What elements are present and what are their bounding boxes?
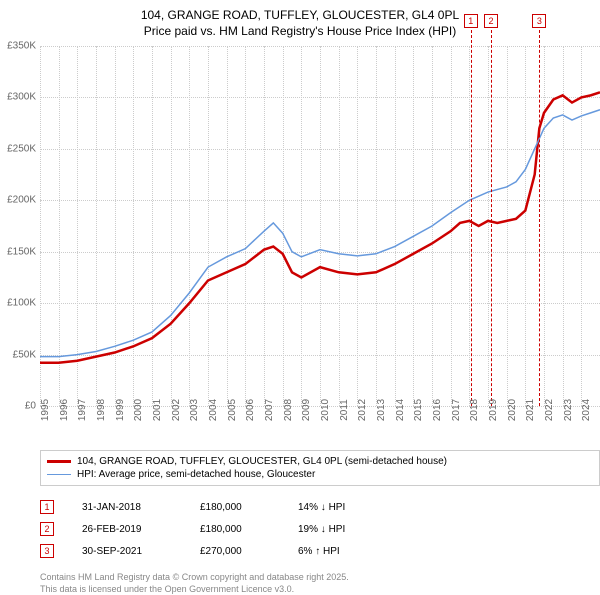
x-axis-label: 2017 bbox=[451, 399, 462, 421]
x-axis-label: 2024 bbox=[581, 399, 592, 421]
x-axis-label: 2016 bbox=[432, 399, 443, 421]
sale-marker: 2 bbox=[40, 522, 54, 536]
y-axis-label: £250K bbox=[7, 143, 36, 154]
x-axis-label: 2011 bbox=[339, 399, 350, 421]
sale-price: £270,000 bbox=[200, 546, 270, 557]
sale-price: £180,000 bbox=[200, 502, 270, 513]
sale-marker: 1 bbox=[40, 500, 54, 514]
sale-date: 26-FEB-2019 bbox=[82, 524, 172, 535]
legend-swatch bbox=[47, 474, 71, 476]
chart-subtitle: Price paid vs. HM Land Registry's House … bbox=[8, 24, 592, 38]
sale-row: 1 31-JAN-2018 £180,000 14% ↓ HPI bbox=[40, 496, 592, 518]
legend-swatch bbox=[47, 460, 71, 463]
x-axis-label: 2005 bbox=[227, 399, 238, 421]
marker-1: 1 bbox=[464, 14, 478, 28]
legend-row: HPI: Average price, semi-detached house,… bbox=[47, 468, 593, 481]
x-axis-label: 2009 bbox=[301, 399, 312, 421]
y-axis-label: £200K bbox=[7, 195, 36, 206]
y-axis-label: £150K bbox=[7, 246, 36, 257]
x-axis-label: 1997 bbox=[77, 399, 88, 421]
sale-price: £180,000 bbox=[200, 524, 270, 535]
x-axis-label: 2022 bbox=[544, 399, 555, 421]
x-axis-label: 2012 bbox=[357, 399, 368, 421]
x-axis-label: 2008 bbox=[283, 399, 294, 421]
x-axis-label: 2014 bbox=[395, 399, 406, 421]
sale-hpi: 19% ↓ HPI bbox=[298, 524, 388, 535]
x-axis-label: 2006 bbox=[245, 399, 256, 421]
marker-2: 2 bbox=[484, 14, 498, 28]
legend-label: HPI: Average price, semi-detached house,… bbox=[77, 469, 315, 480]
y-axis-label: £350K bbox=[7, 41, 36, 52]
sale-date: 30-SEP-2021 bbox=[82, 546, 172, 557]
chart-lines bbox=[40, 46, 600, 406]
x-axis-label: 2021 bbox=[525, 399, 536, 421]
x-axis-label: 2018 bbox=[469, 399, 480, 421]
y-axis-label: £300K bbox=[7, 92, 36, 103]
x-axis-label: 2010 bbox=[320, 399, 331, 421]
sale-date: 31-JAN-2018 bbox=[82, 502, 172, 513]
chart-container: 104, GRANGE ROAD, TUFFLEY, GLOUCESTER, G… bbox=[0, 0, 600, 590]
legend-row: 104, GRANGE ROAD, TUFFLEY, GLOUCESTER, G… bbox=[47, 455, 593, 468]
y-axis-label: £100K bbox=[7, 298, 36, 309]
x-axis-label: 2023 bbox=[563, 399, 574, 421]
sale-row: 2 26-FEB-2019 £180,000 19% ↓ HPI bbox=[40, 518, 592, 540]
x-axis-label: 1995 bbox=[40, 399, 51, 421]
y-axis-label: £0 bbox=[25, 401, 36, 412]
marker-3: 3 bbox=[532, 14, 546, 28]
sale-marker: 3 bbox=[40, 544, 54, 558]
x-axis-label: 1996 bbox=[59, 399, 70, 421]
footer-line2: This data is licensed under the Open Gov… bbox=[40, 584, 592, 595]
marker-line-1 bbox=[471, 30, 472, 406]
footer-line1: Contains HM Land Registry data © Crown c… bbox=[40, 572, 592, 584]
marker-line-2 bbox=[491, 30, 492, 406]
x-axis-label: 2013 bbox=[376, 399, 387, 421]
x-axis-label: 2004 bbox=[208, 399, 219, 421]
sales-table: 1 31-JAN-2018 £180,000 14% ↓ HPI 2 26-FEB-201… bbox=[40, 496, 592, 562]
x-axis-label: 2015 bbox=[413, 399, 424, 421]
x-axis-label: 2000 bbox=[133, 399, 144, 421]
sale-row: 3 30-SEP-2021 £270,000 6% ↑ HPI bbox=[40, 540, 592, 562]
series-property bbox=[40, 92, 600, 363]
x-axis-label: 2020 bbox=[507, 399, 518, 421]
x-axis-label: 2003 bbox=[189, 399, 200, 421]
chart-title: 104, GRANGE ROAD, TUFFLEY, GLOUCESTER, G… bbox=[8, 8, 592, 22]
x-axis-label: 1999 bbox=[115, 399, 126, 421]
x-axis-label: 2007 bbox=[264, 399, 275, 421]
marker-line-3 bbox=[539, 30, 540, 406]
x-axis-label: 2001 bbox=[152, 399, 163, 421]
legend-label: 104, GRANGE ROAD, TUFFLEY, GLOUCESTER, G… bbox=[77, 456, 447, 467]
sale-hpi: 14% ↓ HPI bbox=[298, 502, 388, 513]
series-hpi bbox=[40, 110, 600, 357]
sale-hpi: 6% ↑ HPI bbox=[298, 546, 388, 557]
plot-area: 123 £0£50K£100K£150K£200K£250K£300K£350K… bbox=[40, 46, 600, 406]
x-axis-label: 2019 bbox=[488, 399, 499, 421]
y-axis-label: £50K bbox=[13, 349, 36, 360]
legend: 104, GRANGE ROAD, TUFFLEY, GLOUCESTER, G… bbox=[40, 450, 600, 486]
footer: Contains HM Land Registry data © Crown c… bbox=[40, 572, 592, 595]
x-axis-label: 2002 bbox=[171, 399, 182, 421]
x-axis-label: 1998 bbox=[96, 399, 107, 421]
